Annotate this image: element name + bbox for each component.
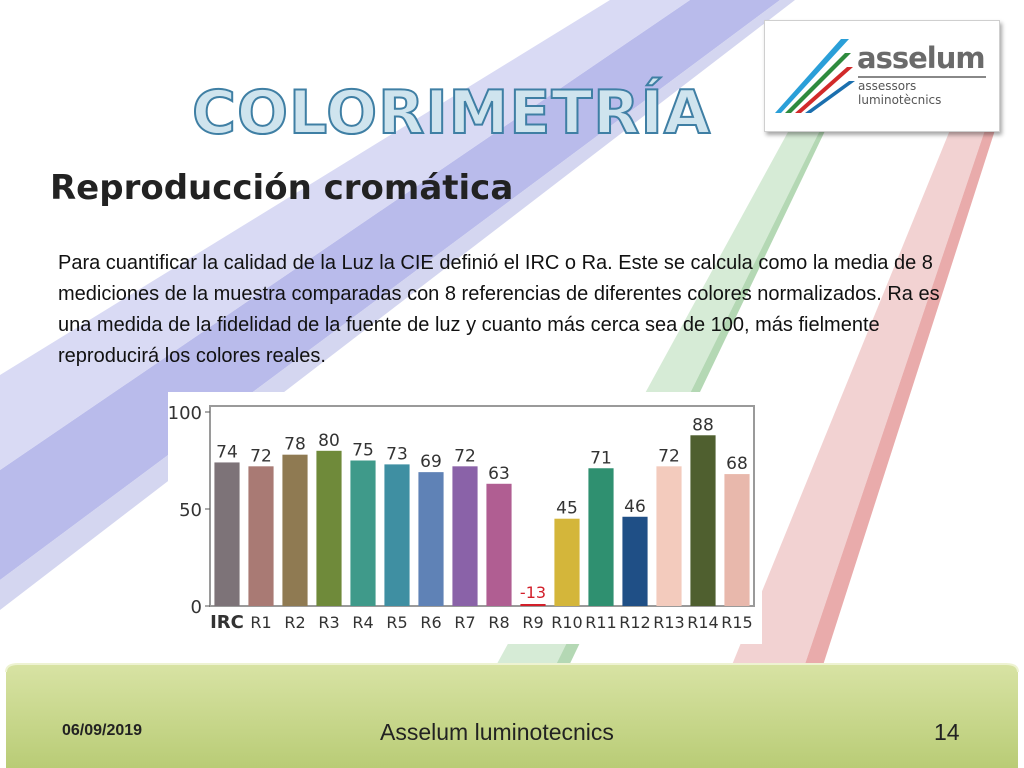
footer-page-number: 14 bbox=[934, 719, 960, 745]
logo-tagline: assessors luminotècnics bbox=[858, 79, 942, 107]
data-label: 46 bbox=[624, 497, 646, 517]
data-label: -13 bbox=[520, 583, 546, 602]
asselum-logo: asselum assessors luminotècnics bbox=[764, 20, 1000, 132]
slide-body-text: Para cuantificar la calidad de la Luz la… bbox=[58, 252, 940, 367]
x-tick-label: R12 bbox=[619, 613, 650, 632]
y-tick-label: 0 bbox=[191, 597, 202, 618]
data-label: 73 bbox=[386, 444, 408, 464]
data-label: 74 bbox=[216, 442, 238, 462]
bar bbox=[214, 462, 240, 606]
x-tick-label: R5 bbox=[386, 613, 407, 632]
bar bbox=[418, 472, 444, 606]
bar bbox=[452, 466, 478, 606]
logo-divider bbox=[858, 76, 986, 78]
data-label: 71 bbox=[590, 448, 612, 468]
irc-chart: 0 50 100 74 IRC 72 R1 78 R2 80 R3 75 R4 73 R5 69 R6 72 R7 6… bbox=[168, 392, 762, 644]
footer-date: 06/09/2019 bbox=[62, 722, 143, 739]
footer-company: Asselum luminotecnics bbox=[380, 719, 614, 745]
x-tick-label: R11 bbox=[585, 613, 616, 632]
data-label: 75 bbox=[352, 441, 374, 461]
x-tick-label: R10 bbox=[551, 613, 582, 632]
bar bbox=[520, 604, 546, 606]
x-tick-label: R9 bbox=[522, 613, 543, 632]
logo-wordmark: asselum bbox=[857, 41, 986, 75]
data-label: 88 bbox=[692, 415, 714, 435]
x-tick-label: R1 bbox=[250, 613, 271, 632]
bar bbox=[690, 435, 716, 606]
x-tick-label: R2 bbox=[284, 613, 305, 632]
bar bbox=[588, 468, 614, 606]
x-tick-label: R8 bbox=[488, 613, 509, 632]
x-tick-label: R14 bbox=[687, 613, 718, 632]
slide-footer bbox=[0, 664, 1024, 768]
data-label: 80 bbox=[318, 431, 340, 451]
bar bbox=[656, 466, 682, 606]
data-label: 72 bbox=[250, 446, 272, 466]
data-label: 72 bbox=[454, 446, 476, 466]
data-label: 78 bbox=[284, 435, 306, 455]
x-tick-label: R3 bbox=[318, 613, 339, 632]
data-label: 45 bbox=[556, 499, 578, 519]
data-label: 72 bbox=[658, 446, 680, 466]
slide-title: COLORIMETRÍA bbox=[191, 77, 712, 149]
data-label: 69 bbox=[420, 452, 442, 472]
y-tick-label: 50 bbox=[179, 500, 202, 521]
bar bbox=[350, 460, 376, 606]
data-label: 63 bbox=[488, 464, 510, 484]
bar bbox=[282, 454, 308, 606]
x-tick-label: R4 bbox=[352, 613, 373, 632]
x-tick-label: R13 bbox=[653, 613, 684, 632]
x-tick-label: R7 bbox=[454, 613, 475, 632]
bar bbox=[248, 466, 274, 606]
bar bbox=[316, 450, 342, 606]
bar bbox=[622, 516, 648, 606]
bar bbox=[724, 474, 750, 606]
x-tick-label: R6 bbox=[420, 613, 441, 632]
x-tick-label: R15 bbox=[721, 613, 752, 632]
x-tick-label: IRC bbox=[210, 612, 244, 633]
data-label: 68 bbox=[726, 454, 748, 474]
y-tick-label: 100 bbox=[168, 403, 202, 424]
irc-bar-chart: 0 50 100 74 IRC 72 R1 78 R2 80 R3 75 R4 73 R5 69 R6 72 R7 6… bbox=[168, 403, 755, 633]
slide-subtitle: Reproducción cromática bbox=[50, 168, 514, 208]
bar bbox=[554, 518, 580, 606]
bar bbox=[486, 483, 512, 606]
bar bbox=[384, 464, 410, 606]
stripes-logo-icon bbox=[775, 39, 855, 113]
